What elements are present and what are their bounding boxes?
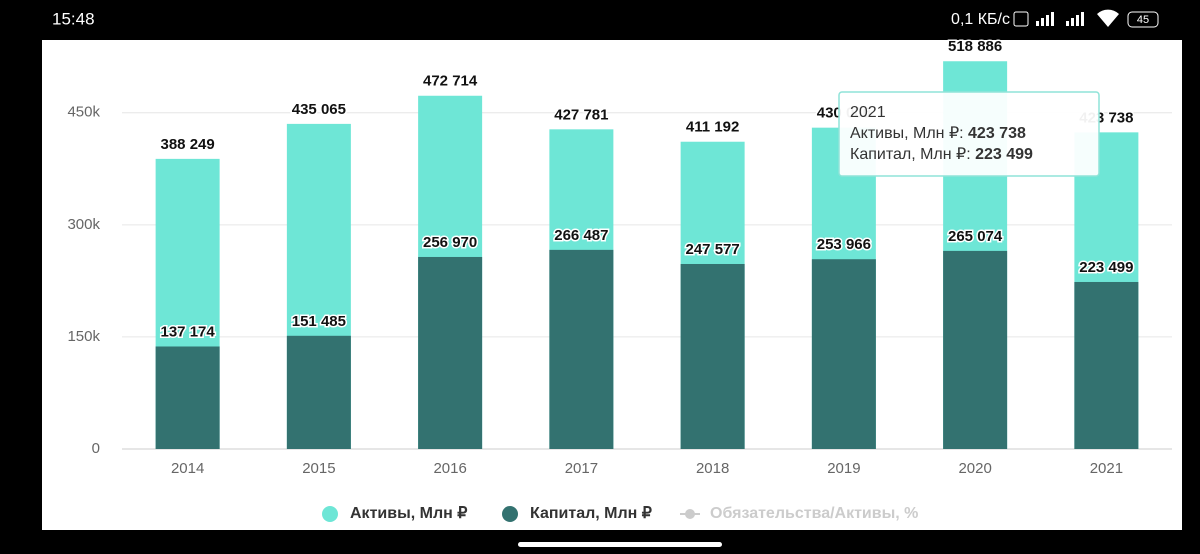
- bar: [680, 263, 745, 449]
- tooltip-row-value: 223 499: [975, 146, 1033, 163]
- y-tick-label: 0: [92, 440, 100, 457]
- x-tick-label: 2017: [565, 460, 598, 477]
- x-tick-label: 2014: [171, 460, 204, 477]
- signal-icons: [1013, 9, 1119, 27]
- legend-label: Обязательства/Активы, %: [710, 505, 918, 522]
- y-tick-label: 150k: [67, 328, 100, 345]
- bar: [286, 335, 351, 449]
- bar: [943, 250, 1008, 449]
- tooltip-box: [838, 91, 1100, 177]
- bar: [155, 346, 220, 449]
- data-label: 253 966: [817, 236, 871, 253]
- bar: [418, 256, 483, 449]
- x-tick-label: 2018: [696, 460, 729, 477]
- data-label: 265 074: [948, 228, 1003, 245]
- bar: [549, 249, 614, 449]
- legend-label: Капитал, Млн ₽: [530, 505, 652, 522]
- status-time: 15:48: [52, 9, 95, 28]
- status-speed: 0,1 КБ/с: [951, 11, 1010, 28]
- tooltip-row-value: 423 738: [968, 125, 1026, 142]
- data-label: 472 714: [423, 73, 478, 90]
- data-label: 388 249: [161, 136, 215, 153]
- tooltip-row-label: Капитал, Млн ₽:: [850, 146, 975, 163]
- data-label: 435 065: [292, 101, 346, 118]
- legend-marker: [685, 509, 695, 519]
- data-label: 427 781: [554, 106, 608, 123]
- x-tick-label: 2015: [302, 460, 335, 477]
- x-tick-label: 2016: [433, 460, 466, 477]
- x-tick-label: 2020: [958, 460, 991, 477]
- tooltip: 2021 Активы, Млн ₽: 423 738 Капитал, Млн ₽…: [838, 91, 1100, 177]
- legend-marker: [502, 506, 518, 522]
- battery-icon: [1127, 11, 1159, 28]
- battery-level: 45: [1137, 14, 1149, 26]
- data-label: 151 485: [292, 313, 346, 330]
- data-label: 266 487: [554, 227, 608, 244]
- x-tick-label: 2021: [1090, 460, 1123, 477]
- data-label: 137 174: [161, 323, 216, 340]
- legend-marker: [322, 506, 338, 522]
- tooltip-row-label: Активы, Млн ₽:: [850, 125, 968, 142]
- data-label: 256 970: [423, 234, 477, 251]
- y-tick-label: 300k: [67, 216, 100, 233]
- home-indicator: [518, 542, 722, 547]
- bar: [811, 259, 876, 449]
- data-label: 518 886: [948, 38, 1002, 55]
- x-tick-label: 2019: [827, 460, 860, 477]
- y-tick-label: 450k: [67, 104, 100, 121]
- bar: [1074, 281, 1139, 449]
- data-label: 411 192: [686, 119, 739, 136]
- data-label: 247 577: [686, 241, 740, 258]
- data-label: 223 499: [1079, 259, 1133, 276]
- legend-label: Активы, Млн ₽: [350, 505, 467, 522]
- tooltip-row: Капитал, Млн ₽: 223 499: [850, 146, 1033, 163]
- tooltip-row: Активы, Млн ₽: 423 738: [850, 125, 1026, 142]
- tooltip-title: 2021: [850, 104, 886, 121]
